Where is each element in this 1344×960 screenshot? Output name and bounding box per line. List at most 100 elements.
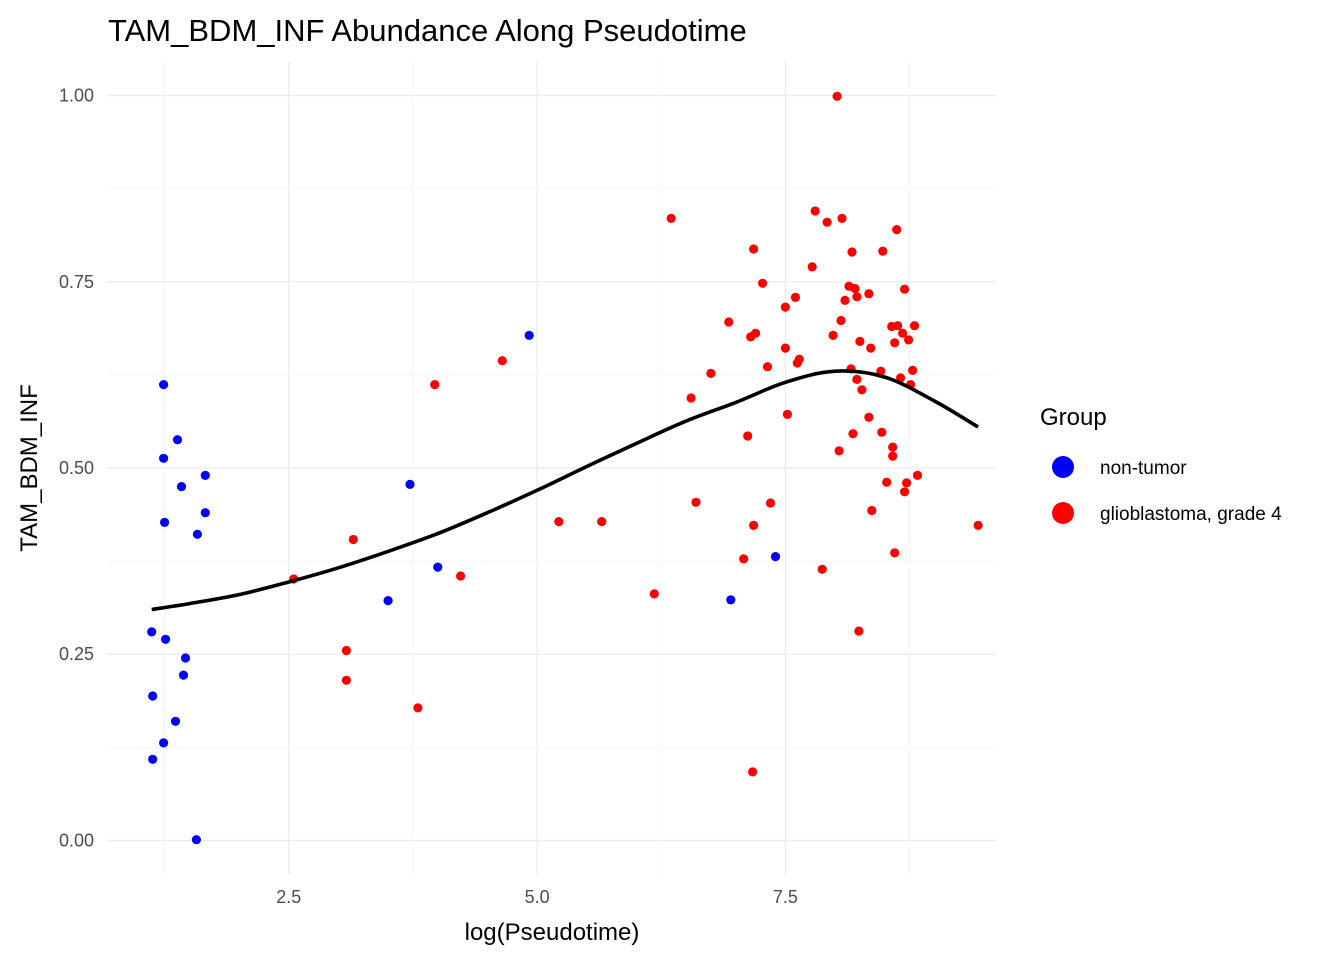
- point-glioblastoma-68: [900, 487, 910, 497]
- point-non-tumor-11: [178, 670, 189, 680]
- point-glioblastoma-13: [691, 497, 701, 507]
- x-tick-label-2: 7.5: [773, 887, 798, 907]
- point-glioblastoma-26: [780, 343, 791, 353]
- point-glioblastoma-67: [898, 328, 908, 338]
- point-glioblastoma-75: [912, 470, 923, 480]
- point-non-tumor-15: [148, 754, 158, 764]
- point-non-tumor-18: [433, 562, 443, 572]
- point-non-tumor-1: [172, 435, 183, 445]
- point-glioblastoma-6: [456, 571, 466, 581]
- point-non-tumor-22: [770, 552, 781, 562]
- point-non-tumor-7: [192, 529, 202, 539]
- point-glioblastoma-35: [828, 330, 838, 340]
- point-glioblastoma-76: [748, 767, 758, 777]
- point-glioblastoma-5: [430, 380, 440, 390]
- point-glioblastoma-61: [888, 442, 898, 452]
- legend-title: Group: [1040, 404, 1107, 431]
- point-non-tumor-10: [180, 653, 191, 663]
- point-glioblastoma-49: [855, 336, 865, 346]
- point-non-tumor-9: [161, 634, 171, 644]
- point-non-tumor-13: [170, 716, 181, 726]
- point-glioblastoma-50: [857, 385, 867, 395]
- point-glioblastoma-63: [890, 548, 900, 558]
- scatter-points: [147, 91, 983, 845]
- point-non-tumor-14: [159, 738, 169, 748]
- point-glioblastoma-20: [749, 520, 759, 531]
- point-glioblastoma-19: [749, 244, 759, 254]
- x-tick-label-1: 5.0: [525, 887, 550, 907]
- point-glioblastoma-25: [780, 302, 791, 312]
- point-glioblastoma-24: [765, 498, 776, 508]
- point-glioblastoma-48: [854, 626, 864, 636]
- point-glioblastoma-11: [666, 213, 676, 223]
- point-glioblastoma-40: [840, 295, 850, 305]
- point-non-tumor-19: [383, 596, 393, 606]
- point-glioblastoma-32: [810, 206, 820, 216]
- point-glioblastoma-38: [836, 315, 846, 326]
- y-axis-title: TAM_BDM_INF: [16, 384, 43, 552]
- major-gridlines: [107, 62, 996, 874]
- point-glioblastoma-65: [893, 321, 903, 331]
- point-glioblastoma-34: [822, 217, 832, 227]
- point-glioblastoma-30: [794, 354, 804, 364]
- point-glioblastoma-22: [758, 278, 768, 288]
- point-glioblastoma-10: [649, 589, 659, 599]
- point-non-tumor-21: [726, 595, 736, 605]
- point-glioblastoma-27: [782, 409, 793, 419]
- point-glioblastoma-77: [973, 520, 983, 531]
- point-glioblastoma-12: [686, 393, 696, 403]
- legend-label-glioblastoma: glioblastoma, grade 4: [1100, 504, 1282, 525]
- point-non-tumor-6: [160, 517, 170, 528]
- point-glioblastoma-21: [751, 328, 761, 338]
- y-axis-tick-labels: 0.00 0.25 0.50 0.75 1.00: [59, 86, 94, 851]
- point-glioblastoma-7: [497, 356, 507, 366]
- point-glioblastoma-53: [866, 343, 876, 353]
- point-glioblastoma-52: [864, 412, 874, 422]
- point-glioblastoma-2: [341, 645, 351, 656]
- point-glioblastoma-37: [834, 446, 844, 456]
- point-non-tumor-20: [524, 330, 534, 340]
- point-glioblastoma-31: [807, 262, 817, 272]
- point-non-tumor-17: [405, 479, 415, 489]
- point-non-tumor-2: [159, 453, 169, 463]
- smooth-trend-line: [151, 369, 980, 612]
- point-non-tumor-3: [176, 482, 187, 492]
- point-glioblastoma-36: [832, 91, 842, 101]
- point-glioblastoma-15: [724, 317, 734, 327]
- point-glioblastoma-56: [877, 427, 887, 437]
- point-non-tumor-12: [148, 691, 158, 701]
- point-glioblastoma-57: [878, 246, 888, 256]
- legend-key-glioblastoma: [1052, 502, 1074, 524]
- point-glioblastoma-14: [706, 368, 716, 378]
- x-axis-tick-labels: 2.5 5.0 7.5: [276, 887, 798, 907]
- point-glioblastoma-69: [900, 284, 910, 294]
- y-tick-label-3: 0.75: [59, 272, 94, 292]
- point-glioblastoma-70: [902, 478, 912, 488]
- point-glioblastoma-33: [817, 564, 827, 574]
- legend-key-non-tumor: [1052, 456, 1074, 478]
- point-glioblastoma-64: [892, 225, 902, 235]
- y-tick-label-1: 0.25: [59, 644, 94, 664]
- point-glioblastoma-66: [896, 373, 906, 383]
- point-glioblastoma-71: [904, 335, 914, 345]
- point-glioblastoma-28: [790, 292, 801, 302]
- point-glioblastoma-16: [739, 554, 749, 564]
- point-glioblastoma-1: [348, 534, 358, 545]
- point-glioblastoma-9: [597, 517, 607, 527]
- x-tick-label-0: 2.5: [276, 887, 301, 907]
- point-glioblastoma-74: [909, 321, 920, 331]
- point-non-tumor-4: [200, 470, 210, 480]
- point-glioblastoma-3: [341, 675, 351, 685]
- legend-label-non-tumor: non-tumor: [1100, 458, 1187, 479]
- point-glioblastoma-17: [743, 431, 753, 441]
- point-non-tumor-16: [191, 835, 201, 845]
- point-glioblastoma-23: [762, 362, 773, 372]
- point-glioblastoma-46: [852, 374, 862, 384]
- point-non-tumor-8: [147, 627, 157, 637]
- x-axis-title: log(Pseudotime): [465, 919, 640, 946]
- point-glioblastoma-8: [554, 517, 564, 527]
- point-non-tumor-5: [200, 508, 210, 518]
- point-glioblastoma-44: [848, 429, 858, 439]
- point-glioblastoma-39: [837, 213, 847, 223]
